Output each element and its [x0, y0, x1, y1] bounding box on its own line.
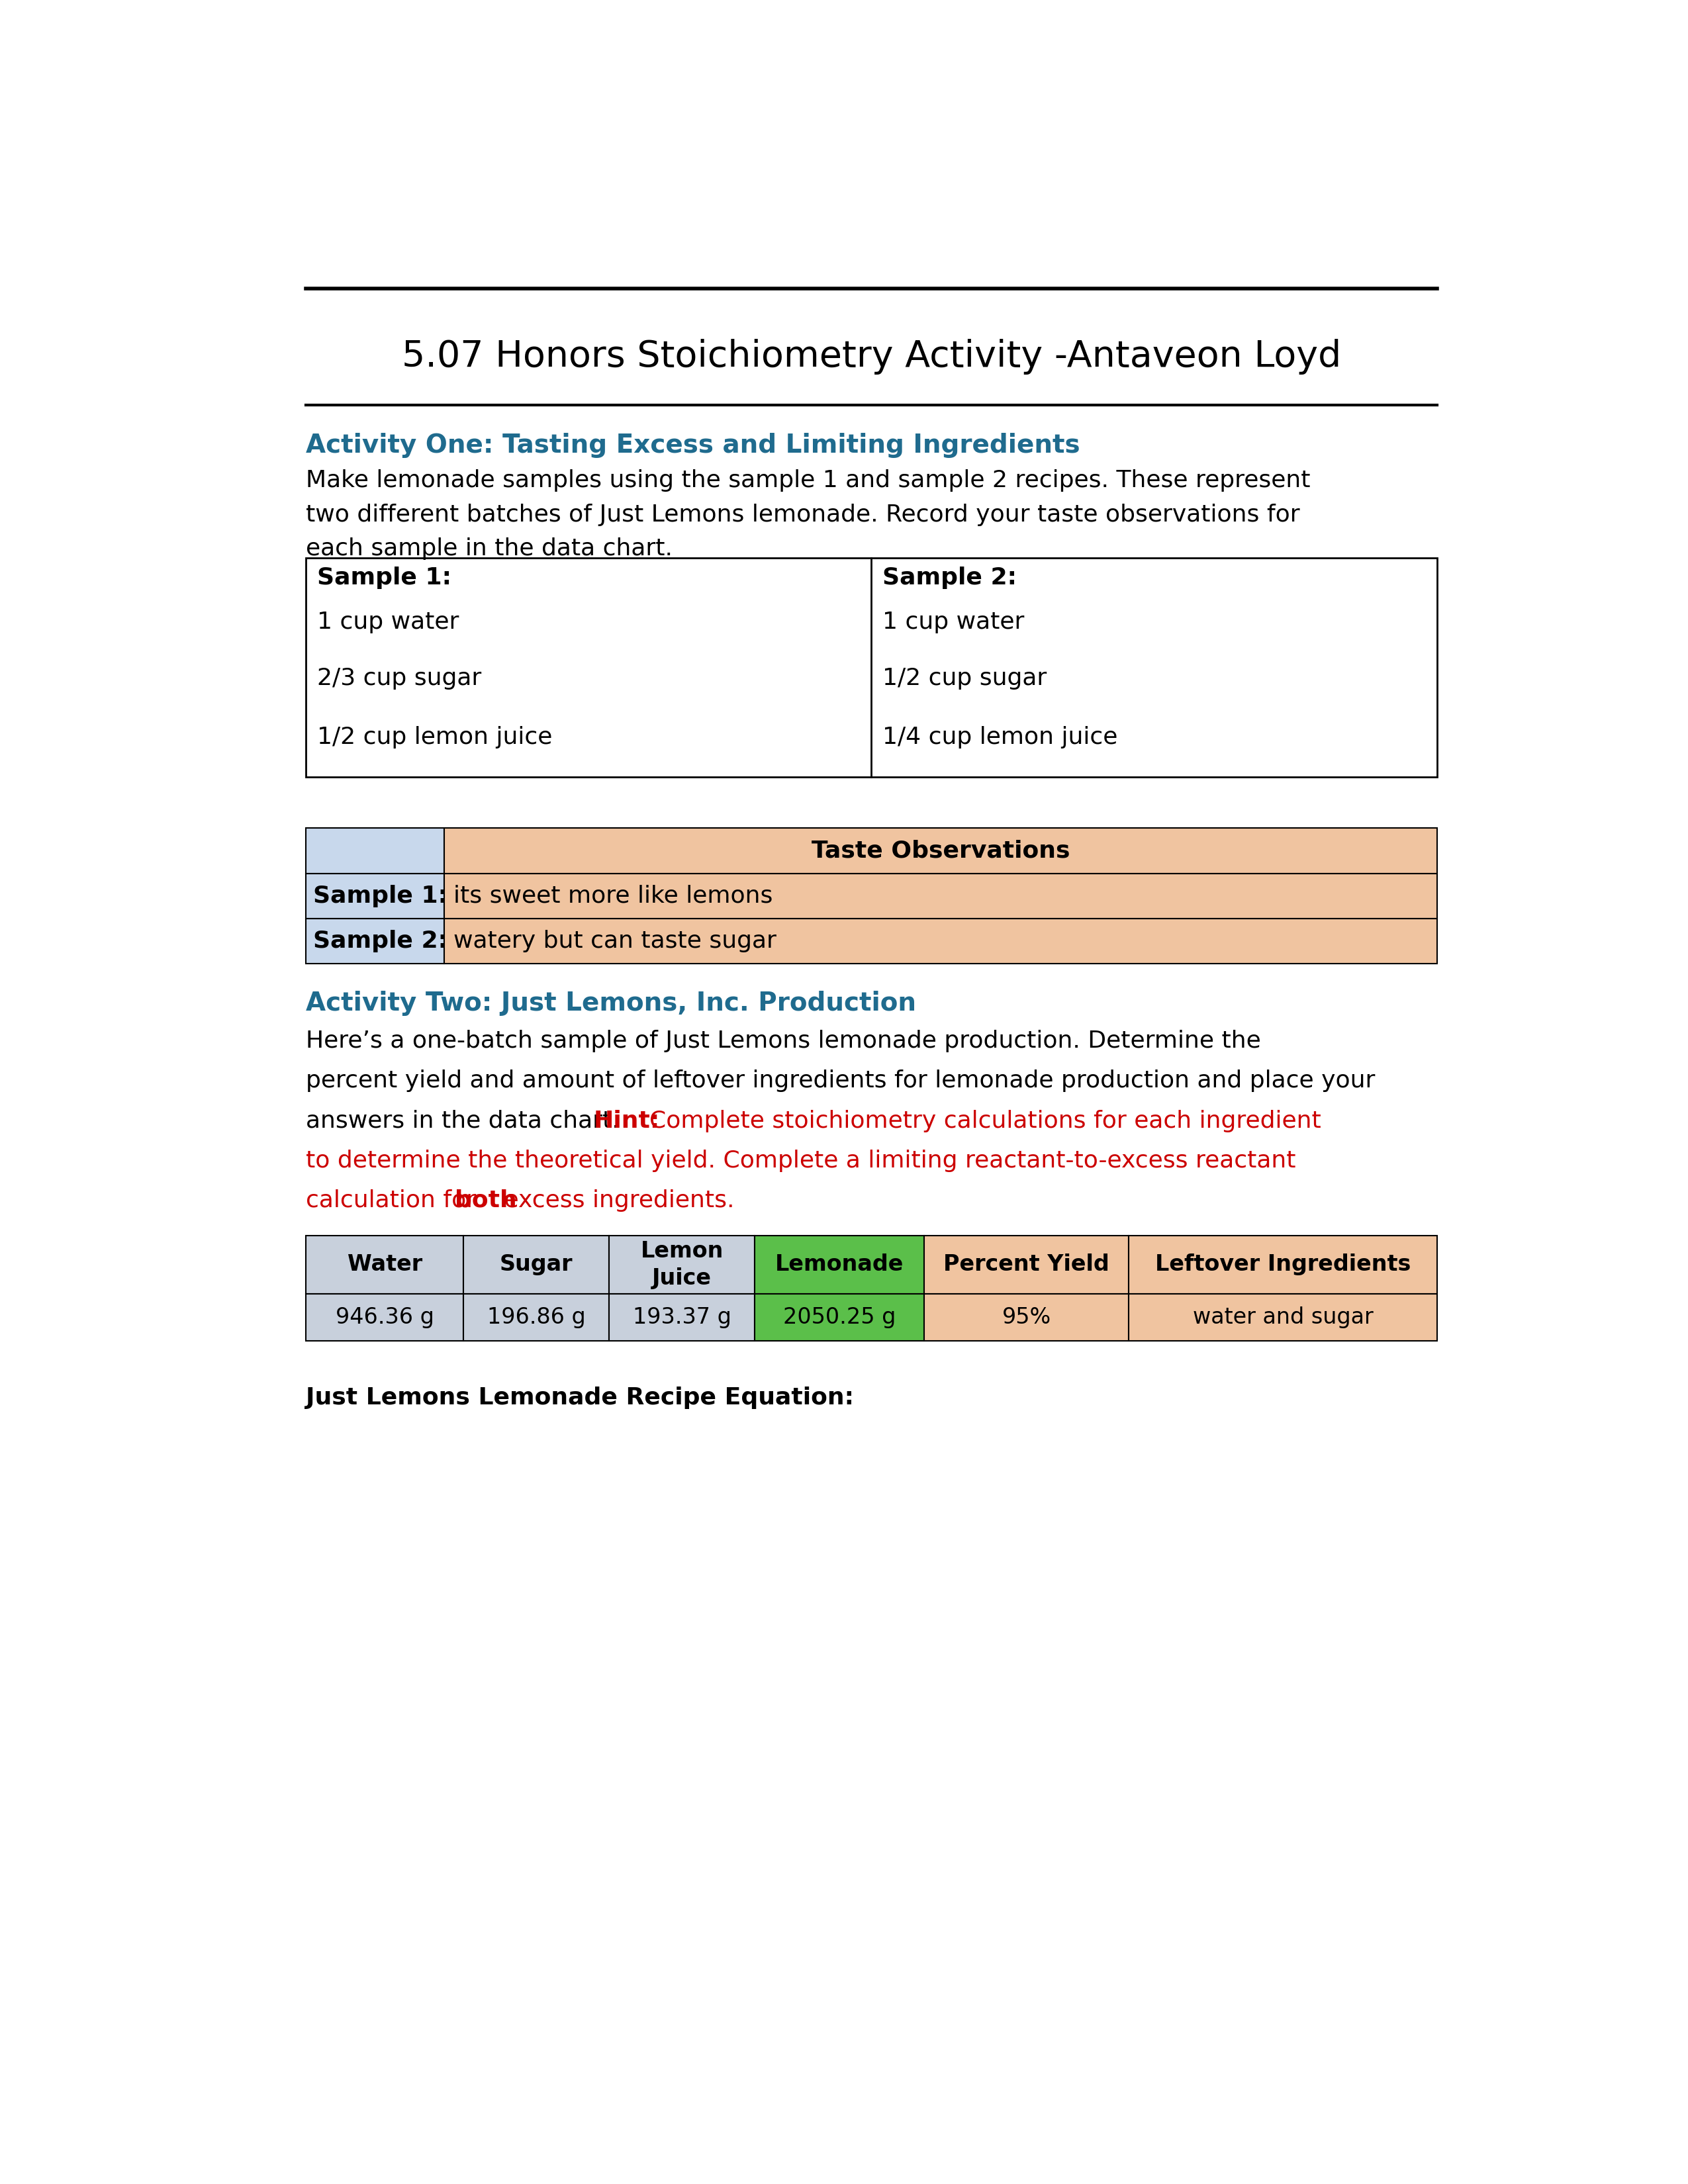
Text: Sample 1:: Sample 1: [317, 568, 452, 590]
Text: Percent Yield: Percent Yield [944, 1254, 1109, 1275]
Bar [923, 1293, 1129, 1341]
Bar [755, 1236, 923, 1293]
Text: 2/3 cup sugar: 2/3 cup sugar [317, 668, 481, 690]
Text: 5.07 Honors Stoichiometry Activity -Antaveon Loyd: 5.07 Honors Stoichiometry Activity -Anta… [402, 339, 1342, 373]
Text: 1/2 cup sugar: 1/2 cup sugar [883, 668, 1047, 690]
Bar [306, 919, 444, 963]
Bar [306, 874, 444, 919]
Text: 95%: 95% [1003, 1306, 1052, 1328]
Bar [306, 1236, 464, 1293]
Bar [464, 1293, 609, 1341]
Bar [444, 874, 1436, 919]
Text: both: both [454, 1188, 517, 1212]
Text: Make lemonade samples using the sample 1 and sample 2 recipes. These represent
t: Make lemonade samples using the sample 1… [306, 470, 1310, 561]
Text: Here’s a one-batch sample of Just Lemons lemonade production. Determine the: Here’s a one-batch sample of Just Lemons… [306, 1031, 1261, 1053]
Text: 1/2 cup lemon juice: 1/2 cup lemon juice [317, 725, 552, 749]
Text: Water: Water [348, 1254, 422, 1275]
Text: Sample 1:: Sample 1: [312, 885, 447, 906]
Text: Activity Two: Just Lemons, Inc. Production: Activity Two: Just Lemons, Inc. Producti… [306, 992, 917, 1016]
Bar [609, 1236, 755, 1293]
Text: water and sugar: water and sugar [1193, 1306, 1374, 1328]
Bar [1129, 1236, 1436, 1293]
Text: excess ingredients.: excess ingredients. [496, 1188, 734, 1212]
Bar [306, 828, 444, 874]
Bar [464, 1236, 609, 1293]
Text: Taste Observations: Taste Observations [812, 839, 1070, 863]
Text: Sample 2:: Sample 2: [883, 568, 1016, 590]
Text: Sugar: Sugar [500, 1254, 572, 1275]
Text: Lemon
Juice: Lemon Juice [640, 1241, 724, 1289]
Text: Lemonade: Lemonade [775, 1254, 903, 1275]
Text: calculation for: calculation for [306, 1188, 484, 1212]
Bar [444, 828, 1436, 874]
Text: Activity One: Tasting Excess and Limiting Ingredients: Activity One: Tasting Excess and Limitin… [306, 432, 1080, 459]
Text: Just Lemons Lemonade Recipe Equation:: Just Lemons Lemonade Recipe Equation: [306, 1387, 854, 1409]
Text: to determine the theoretical yield. Complete a limiting reactant-to-excess react: to determine the theoretical yield. Comp… [306, 1149, 1296, 1173]
Text: Complete stoichiometry calculations for each ingredient: Complete stoichiometry calculations for … [650, 1109, 1322, 1131]
Text: percent yield and amount of leftover ingredients for lemonade production and pla: percent yield and amount of leftover ing… [306, 1070, 1376, 1092]
Text: 1 cup water: 1 cup water [317, 612, 459, 633]
Bar [306, 1293, 464, 1341]
Text: 1/4 cup lemon juice: 1/4 cup lemon juice [883, 725, 1117, 749]
Text: 2050.25 g: 2050.25 g [783, 1306, 896, 1328]
Text: Hint:: Hint: [592, 1109, 660, 1131]
Text: 1 cup water: 1 cup water [883, 612, 1025, 633]
Bar [1129, 1293, 1436, 1341]
Text: 946.36 g: 946.36 g [336, 1306, 434, 1328]
Bar [306, 557, 1436, 778]
Text: its sweet more like lemons: its sweet more like lemons [454, 885, 773, 906]
Text: Sample 2:: Sample 2: [312, 930, 447, 952]
Bar [444, 919, 1436, 963]
Text: answers in the data chart.: answers in the data chart. [306, 1109, 619, 1131]
Bar [609, 1293, 755, 1341]
Text: watery but can taste sugar: watery but can taste sugar [454, 930, 776, 952]
Bar [755, 1293, 923, 1341]
Text: 193.37 g: 193.37 g [633, 1306, 731, 1328]
Text: Leftover Ingredients: Leftover Ingredients [1155, 1254, 1411, 1275]
Text: 196.86 g: 196.86 g [488, 1306, 586, 1328]
Bar [923, 1236, 1129, 1293]
